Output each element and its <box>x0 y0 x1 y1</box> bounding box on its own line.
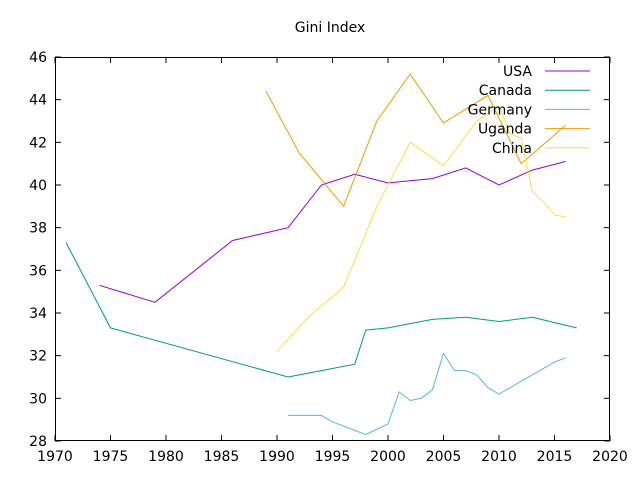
y-tick-label: 40 <box>29 178 47 194</box>
x-tick-label: 2000 <box>370 449 406 465</box>
y-tick-label: 30 <box>29 391 47 407</box>
axis-ticks: 1970 1975 1980 1985 1990 1995 2000 2005 2010 2015… <box>29 50 628 465</box>
y-tick-label: 34 <box>29 306 47 322</box>
series-line-uganda <box>265 73 566 208</box>
x-tick-label: 1970 <box>37 449 73 465</box>
x-tick-label: 2005 <box>426 449 462 465</box>
y-tick-label: 46 <box>29 50 47 66</box>
x-tick-label: 1990 <box>259 449 295 465</box>
y-tick-label: 32 <box>29 349 47 365</box>
x-tick-label: 2020 <box>592 449 628 465</box>
x-tick-label: 1975 <box>93 449 129 465</box>
legend-label-uganda: Uganda <box>478 122 532 138</box>
x-tick-label: 1985 <box>204 449 240 465</box>
legend-label-germany: Germany <box>468 102 532 118</box>
x-tick-label: 2010 <box>481 449 517 465</box>
series-layer <box>65 73 577 436</box>
x-tick-label: 2015 <box>537 449 573 465</box>
y-tick-label: 42 <box>29 135 47 151</box>
legend: USA Canada Germany Uganda China <box>468 64 590 157</box>
legend-label-usa: USA <box>503 64 532 80</box>
x-tick-label: 1995 <box>315 449 351 465</box>
legend-label-china: China <box>492 141 532 157</box>
chart-title: Gini Index <box>295 20 366 36</box>
series-line-germany <box>288 352 566 436</box>
series-line-canada <box>65 242 577 378</box>
y-tick-label: 38 <box>29 221 47 237</box>
y-tick-label: 28 <box>29 434 47 450</box>
x-tick-label: 1980 <box>148 449 184 465</box>
y-tick-label: 36 <box>29 263 47 279</box>
series-line-usa <box>99 161 566 303</box>
series-line-china <box>276 105 566 352</box>
legend-label-canada: Canada <box>479 83 532 99</box>
y-tick-label: 44 <box>29 93 47 109</box>
